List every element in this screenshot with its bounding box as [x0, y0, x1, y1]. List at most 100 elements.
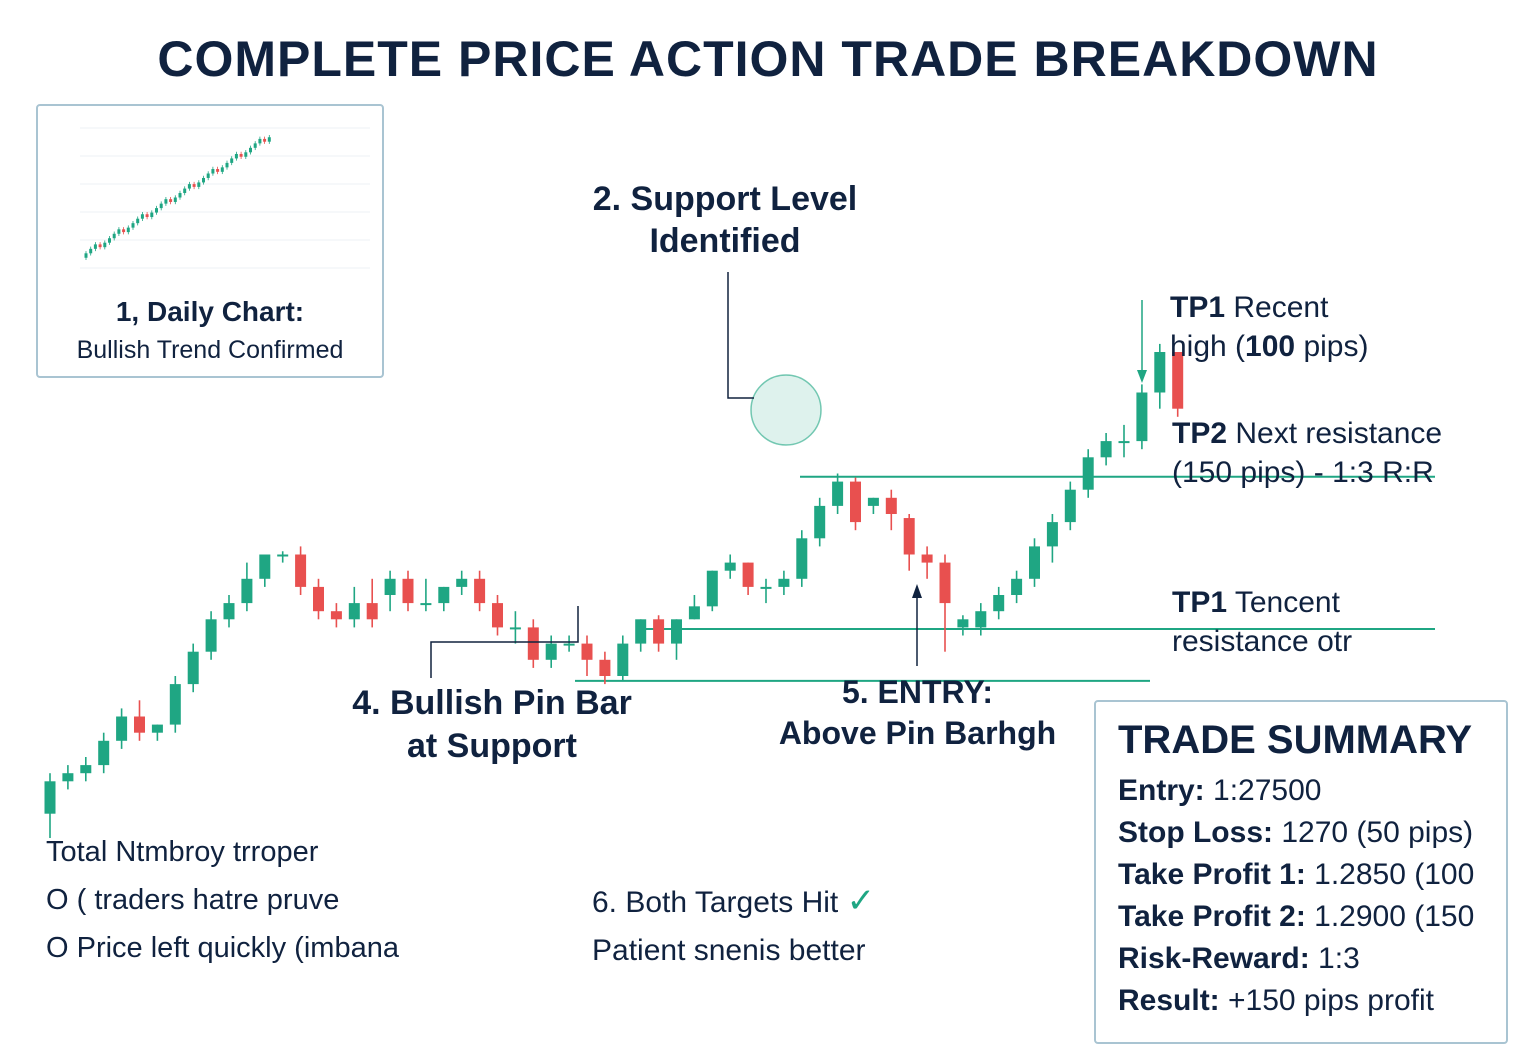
candle-body: [975, 611, 987, 628]
candle-body: [223, 603, 235, 620]
summary-key: Take Profit 1:: [1118, 858, 1306, 891]
candle-31: [599, 651, 611, 685]
candle-body: [885, 497, 897, 514]
candle-body: [635, 619, 647, 644]
candle-18: [366, 578, 378, 628]
summary-row-tp1: Take Profit 1: 1.2850 (100: [1118, 858, 1474, 892]
candle-body: [474, 578, 486, 604]
candle-14: [295, 546, 307, 595]
inset-candle-body: [155, 208, 158, 213]
check-icon: ✓: [846, 882, 876, 920]
tp1b-line2: resistance otr: [1172, 625, 1353, 658]
candle-48: [903, 514, 915, 571]
candle-body: [1154, 352, 1166, 393]
tp1b-line1: Tencent: [1227, 586, 1340, 619]
candle-15: [313, 578, 324, 620]
candle-body: [760, 586, 772, 589]
candle-body: [151, 724, 163, 733]
candle-body: [903, 518, 915, 555]
inset-candle-body: [253, 143, 257, 148]
note-right-1-text: 6. Both Targets Hit: [592, 886, 839, 919]
inset-candle-body: [239, 153, 243, 157]
candle-body: [402, 578, 414, 604]
candle-45: [850, 477, 861, 531]
candle-56: [1046, 514, 1058, 563]
note-right-1: 6. Both Targets Hit ✓: [592, 881, 875, 921]
candle-51: [957, 615, 969, 636]
note-left-2: O ( traders hatre pruve: [46, 884, 340, 916]
candle-body: [1100, 441, 1112, 458]
candle-28: [545, 635, 557, 668]
candle-63: [1172, 352, 1184, 417]
tp1b-label: TP1 Tencent resistance otr: [1172, 583, 1352, 661]
candle-body: [313, 586, 324, 612]
candle-body: [581, 643, 593, 660]
pinbar-callout-line: [430, 606, 579, 678]
summary-row-stop-loss: Stop Loss: 1270 (50 pips): [1118, 816, 1473, 850]
pinbar-label-line2: at Support: [407, 727, 577, 765]
candle-body: [1064, 489, 1076, 523]
inset-candle-body: [244, 152, 248, 157]
candle-body: [545, 643, 557, 660]
tp2-label: TP2 Next resistance (150 pips) - 1:3 R:R: [1172, 414, 1442, 492]
entry-label-line2: Above Pin Barhgh: [778, 715, 1057, 751]
candle-body: [187, 651, 199, 685]
candle-49: [921, 546, 933, 579]
candle-body: [259, 554, 271, 579]
candle-body: [939, 562, 951, 604]
candle-body: [671, 619, 682, 644]
inset-candle-body: [220, 167, 224, 172]
candle-body: [921, 554, 933, 563]
inset-candle-body: [122, 229, 126, 233]
candle-19: [384, 570, 396, 612]
candle-body: [330, 611, 342, 620]
summary-key: Result:: [1118, 984, 1220, 1017]
inset-candle-body: [145, 214, 149, 218]
candle-body: [527, 627, 539, 660]
inset-candle-body: [84, 253, 88, 258]
inset-candle-body: [216, 169, 220, 172]
candle-body: [509, 627, 521, 630]
candle-body: [867, 497, 879, 506]
candle-body: [366, 603, 378, 620]
summary-value: 1.2850 (100: [1305, 858, 1475, 891]
candle-36: [688, 595, 700, 620]
candle-body: [98, 740, 110, 766]
tp-arrow-head: [1137, 370, 1147, 383]
tp1-key: TP1: [1170, 291, 1226, 324]
candle-61: [1136, 384, 1148, 450]
tp1-line1: Recent: [1225, 291, 1329, 324]
candle-body: [1082, 457, 1094, 490]
candle-46: [867, 497, 879, 514]
pinbar-label-line1: 4. Bullish Pin Bar: [352, 684, 632, 722]
summary-value: 1.2900 (150: [1305, 900, 1475, 933]
candle-30: [581, 635, 593, 676]
candle-body: [277, 554, 289, 557]
candle-8: [187, 643, 199, 693]
candle-4: [116, 708, 128, 749]
candle-body: [420, 603, 432, 606]
inset-candle-body: [258, 138, 262, 144]
summary-title: TRADE SUMMARY: [1118, 718, 1473, 762]
candle-52: [975, 603, 987, 636]
summary-key: Take Profit 2:: [1118, 900, 1306, 933]
note-right-2: Patient snenis better: [592, 934, 866, 967]
candle-body: [653, 619, 665, 644]
inset-candle-body: [173, 197, 177, 202]
inset-candle-body: [211, 169, 215, 174]
support-label: 2. Support Level Identified: [560, 178, 890, 262]
candle-body: [563, 643, 575, 646]
candle-body: [796, 538, 808, 579]
support-label-line1: 2. Support Level: [592, 180, 858, 218]
tp2-key: TP2: [1172, 417, 1228, 450]
candle-body: [957, 619, 969, 628]
levels-layer: [575, 475, 1435, 682]
inset-candle-body: [197, 182, 201, 187]
note-left-1: Total Ntmbroy trroper: [46, 836, 319, 868]
summary-key: Stop Loss:: [1118, 816, 1273, 849]
candle-57: [1064, 481, 1076, 531]
inset-candle-body: [225, 162, 229, 168]
candle-body: [80, 765, 92, 774]
candle-58: [1082, 449, 1094, 498]
inset-candle-body: [183, 188, 187, 194]
